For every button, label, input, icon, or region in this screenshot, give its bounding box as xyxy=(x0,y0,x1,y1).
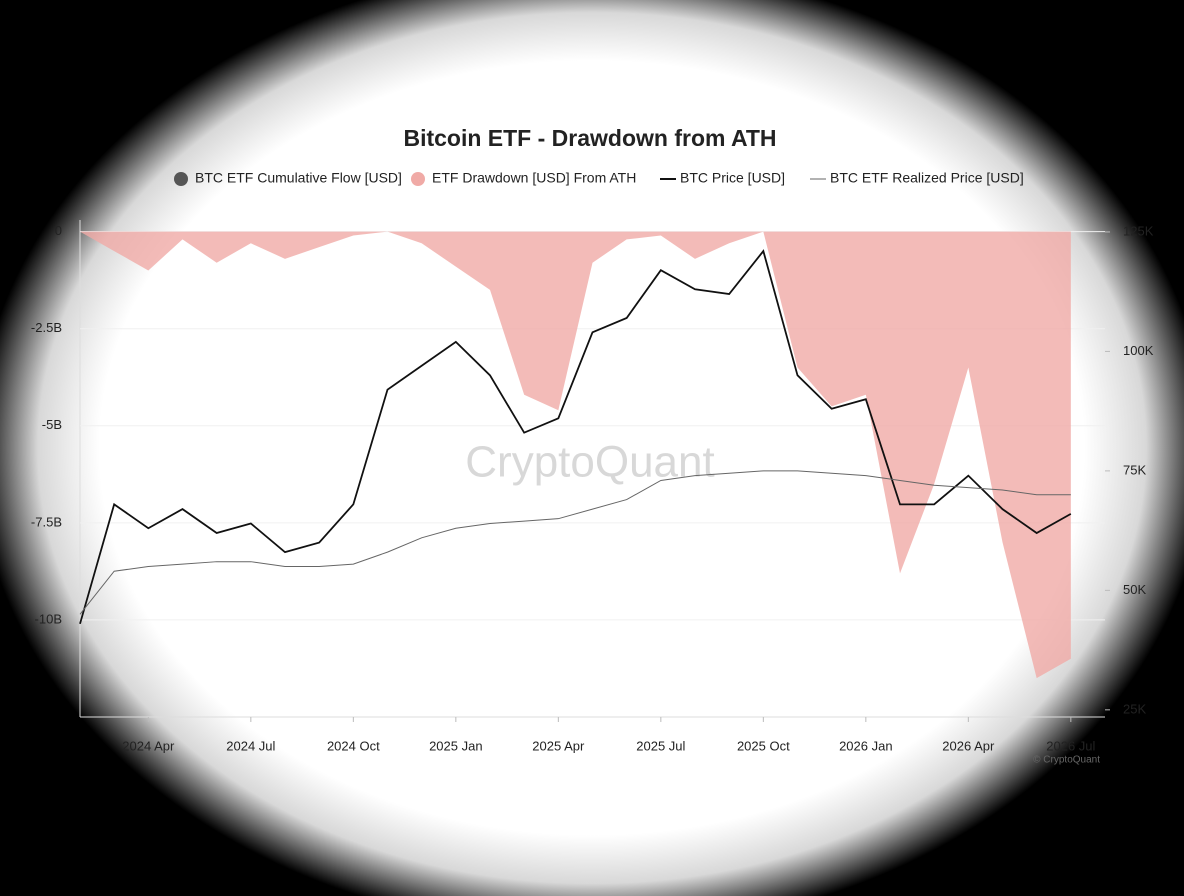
y2-tick-label: 100K xyxy=(1123,343,1154,358)
x-tick-label: 2024 Oct xyxy=(327,738,380,753)
legend-label: BTC ETF Cumulative Flow [USD] xyxy=(195,170,402,186)
chart-title: Bitcoin ETF - Drawdown from ATH xyxy=(403,125,776,151)
legend-label: BTC ETF Realized Price [USD] xyxy=(830,170,1024,186)
legend-marker xyxy=(411,172,425,186)
y-tick-label: -7.5B xyxy=(31,514,62,529)
realized-price-line xyxy=(79,470,1071,615)
x-tick-label: 2024 Apr xyxy=(122,738,175,753)
y2-tick-label: 50K xyxy=(1123,582,1146,597)
y-tick-label: 0 xyxy=(55,223,62,238)
y-tick-label: -2.5B xyxy=(31,320,62,335)
y2-tick-label: 125K xyxy=(1123,223,1154,238)
x-tick-label: 2026 Jan xyxy=(839,738,893,753)
y-tick-label: -10B xyxy=(35,611,62,626)
y2-tick-label: 75K xyxy=(1123,462,1146,477)
x-tick-label: 2026 Apr xyxy=(942,738,995,753)
legend-label: ETF Drawdown [USD] From ATH xyxy=(432,170,636,186)
x-tick-label: 2025 Jul xyxy=(636,738,685,753)
legend-marker xyxy=(174,172,188,186)
y2-tick-label: 25K xyxy=(1123,701,1146,716)
x-tick-label: 2025 Apr xyxy=(532,738,585,753)
y-tick-label: -5B xyxy=(42,417,62,432)
drawdown-area xyxy=(80,231,1071,679)
x-tick-label: 2025 Oct xyxy=(737,738,790,753)
source: © CryptoQuant xyxy=(1033,755,1100,766)
x-tick-label: 2026 Jul xyxy=(1046,738,1095,753)
x-tick-label: 2024 Jul xyxy=(226,738,275,753)
x-tick-label: 2025 Jan xyxy=(429,738,483,753)
price-line xyxy=(79,249,1072,625)
legend-label: BTC Price [USD] xyxy=(680,170,785,186)
watermark: CryptoQuant xyxy=(465,438,714,487)
